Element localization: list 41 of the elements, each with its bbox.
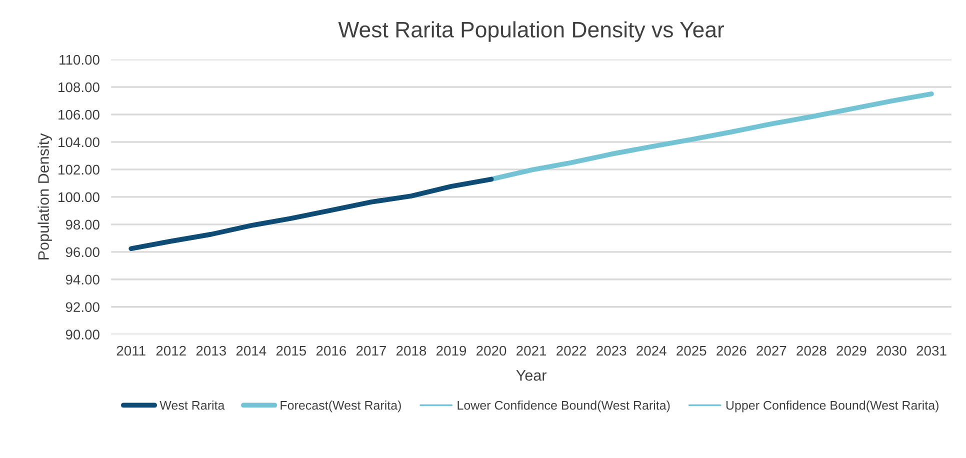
x-tick-label: 2019 — [436, 346, 466, 356]
x-tick-label: 2015 — [276, 346, 306, 356]
y-tick-label: 90.00 — [66, 330, 100, 340]
y-tick-label: 110.00 — [60, 54, 100, 65]
line-series — [488, 91, 934, 182]
y-tick-label: 98.00 — [66, 220, 100, 230]
y-axis-title: Population Density — [38, 133, 52, 260]
chart-title: West Rarita Population Density vs Year — [338, 21, 724, 42]
y-tick-label: 104.00 — [58, 137, 100, 148]
legend-label: Lower Confidence Bound(West Rarita) — [458, 400, 670, 412]
y-tick-label: 92.00 — [66, 302, 100, 312]
x-tick-label: 2026 — [716, 346, 746, 356]
legend-label: West Rarita — [160, 400, 225, 410]
y-tick-label: 96.00 — [66, 247, 100, 258]
x-tick-label: 2011 — [116, 346, 146, 356]
legend-label: Forecast(West Rarita) — [280, 400, 401, 412]
x-tick-label: 2031 — [916, 346, 946, 356]
y-tick-label: 100.00 — [58, 192, 100, 202]
y-tick-label: 102.00 — [58, 164, 100, 175]
legend-label: Upper Confidence Bound(West Rarita) — [726, 400, 938, 412]
line-series — [128, 176, 494, 252]
x-tick-label: 2024 — [636, 346, 666, 356]
x-tick-label: 2023 — [596, 346, 626, 356]
x-tick-label: 2017 — [356, 346, 386, 356]
y-tick-label: 108.00 — [58, 82, 100, 92]
x-axis-title: Year — [516, 370, 546, 381]
x-tick-label: 2028 — [796, 346, 826, 356]
x-tick-label: 2025 — [676, 346, 706, 356]
x-tick-label: 2016 — [316, 346, 346, 356]
x-tick-label: 2029 — [836, 346, 866, 356]
x-tick-label: 2030 — [876, 346, 906, 356]
x-tick-label: 2020 — [476, 346, 506, 356]
x-tick-label: 2022 — [556, 346, 586, 356]
x-tick-label: 2013 — [196, 346, 226, 356]
y-tick-label: 106.00 — [58, 110, 100, 120]
y-tick-label: 94.00 — [66, 274, 100, 285]
x-tick-label: 2027 — [756, 346, 786, 356]
x-tick-label: 2021 — [516, 346, 546, 356]
x-tick-label: 2012 — [156, 346, 186, 356]
x-tick-label: 2014 — [236, 346, 266, 356]
x-tick-label: 2018 — [396, 346, 426, 356]
